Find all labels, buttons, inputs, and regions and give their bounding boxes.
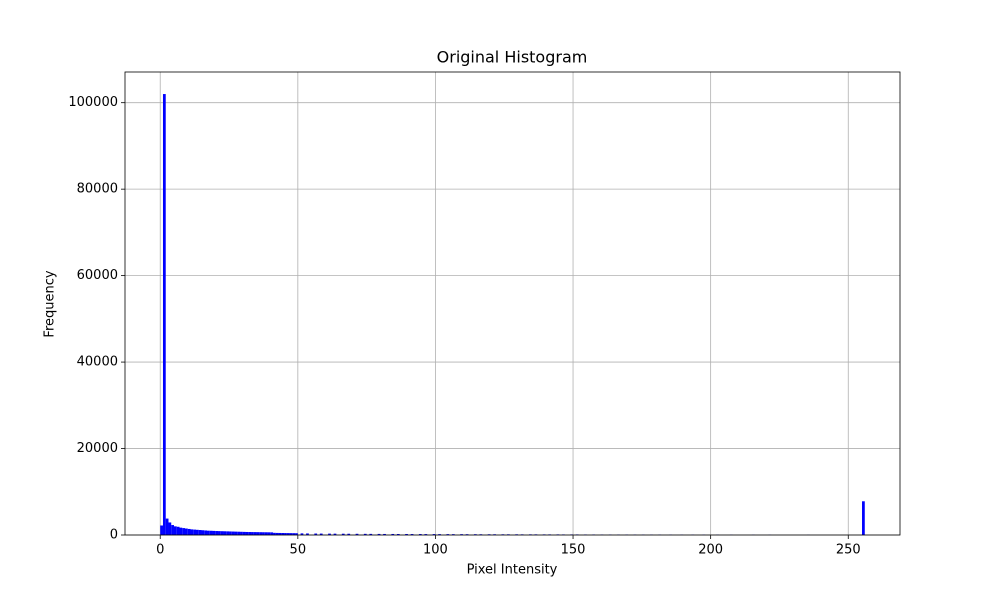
bar [226, 531, 230, 535]
x-tick-label: 50 [290, 543, 307, 558]
bar [319, 533, 323, 535]
x-tick-label: 200 [698, 543, 723, 558]
bar [314, 533, 318, 535]
bar [162, 94, 166, 536]
x-axis-label: Pixel Intensity [467, 563, 558, 578]
bar [256, 532, 260, 535]
bar [168, 522, 172, 535]
y-axis-label: Frequency [43, 270, 58, 337]
bar [333, 533, 337, 535]
bar [242, 531, 246, 535]
bar [179, 527, 183, 535]
bar [451, 534, 455, 535]
bar [286, 533, 290, 535]
bar [369, 533, 373, 535]
bar [251, 532, 254, 535]
bar [204, 530, 208, 535]
bar [295, 533, 298, 535]
bar [198, 530, 202, 535]
bar [240, 531, 243, 535]
bar [300, 533, 304, 535]
bar [391, 533, 395, 535]
bar [187, 528, 191, 535]
y-tick-label: 80000 [77, 182, 118, 197]
bar [273, 532, 276, 535]
bar [328, 533, 331, 535]
bar [248, 532, 252, 535]
bar [193, 529, 197, 535]
bar [220, 531, 224, 535]
bar [209, 530, 213, 535]
bar [405, 534, 408, 535]
bar [432, 534, 436, 535]
bar [418, 534, 422, 535]
bar [284, 533, 287, 535]
y-tick-label: 0 [110, 528, 118, 543]
bar [173, 526, 177, 535]
bar [363, 533, 367, 535]
bar [196, 529, 199, 535]
bar [264, 532, 268, 535]
bar [212, 530, 216, 535]
bar [190, 529, 194, 535]
bar [229, 531, 232, 535]
bar [460, 534, 463, 535]
bar [215, 531, 219, 535]
bar [275, 532, 279, 535]
bar [223, 531, 227, 535]
bar [438, 534, 441, 535]
bar [259, 532, 263, 535]
bar [165, 518, 169, 535]
bar [245, 531, 249, 535]
bar [270, 532, 274, 535]
bar [862, 501, 865, 535]
x-tick-label: 100 [423, 543, 448, 558]
bar [262, 532, 265, 535]
plot-frame [124, 71, 901, 536]
y-tick-label: 60000 [77, 268, 118, 283]
y-tick-label: 40000 [77, 355, 118, 370]
bar [341, 533, 345, 535]
chart-title: Original Histogram [437, 48, 588, 67]
bar [218, 531, 221, 535]
bar [347, 533, 351, 535]
bar [292, 533, 296, 535]
bar [176, 526, 180, 535]
bar [446, 534, 450, 535]
bar [207, 530, 210, 535]
x-tick-label: 250 [836, 543, 861, 558]
x-tick-label: 0 [156, 543, 164, 558]
bar [383, 533, 386, 535]
bar [306, 533, 309, 535]
bar [201, 530, 205, 535]
bar [424, 534, 428, 535]
bar [396, 534, 400, 535]
bar [171, 525, 174, 535]
y-tick-label: 20000 [77, 441, 118, 456]
bar [234, 531, 238, 535]
bar [253, 532, 257, 535]
y-tick-label: 100000 [68, 95, 118, 110]
bar [278, 532, 282, 535]
bar [182, 528, 185, 535]
bar [160, 525, 163, 535]
bar [377, 533, 381, 535]
bar [289, 533, 293, 535]
bar [231, 531, 235, 535]
bar [410, 534, 414, 535]
bar [267, 532, 271, 535]
bar [355, 533, 359, 535]
bar [237, 531, 241, 535]
x-tick-label: 150 [561, 543, 586, 558]
bar [184, 528, 188, 535]
bar [281, 533, 285, 535]
